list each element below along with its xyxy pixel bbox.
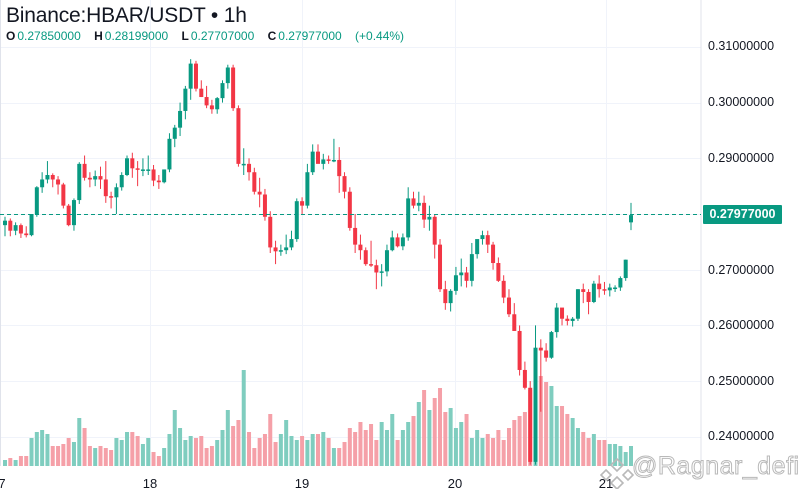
time-label-21: 21 (598, 476, 614, 491)
symbol-title[interactable]: Binance:HBAR/USDT • 1h (6, 4, 247, 27)
time-label-19: 19 (294, 476, 310, 491)
change-percent: (+0.44%) (355, 29, 405, 43)
close-value: 0.27977000 (278, 29, 342, 43)
volume-bars (3, 370, 633, 466)
grid-lines (0, 0, 701, 466)
time-label-20: 20 (447, 476, 463, 491)
price-label-024: 0.24000000 (708, 429, 775, 443)
watermark-logo-icon (600, 457, 634, 489)
open-value: 0.27850000 (17, 29, 81, 43)
high-value: 0.28199000 (104, 29, 169, 43)
symbol-legend: Binance:HBAR/USDT • 1h O 0.27850000 H 0.28… (6, 3, 404, 44)
price-label-029: 0.29000000 (708, 151, 775, 165)
low-label: L (181, 29, 189, 43)
ohlc-values: O 0.27850000 H 0.28199000 L 0.27707000 C 0.2… (6, 28, 404, 44)
close-label: C (267, 29, 277, 43)
candlesticks (3, 59, 633, 465)
price-label-025: 0.25000000 (708, 374, 775, 388)
low-value: 0.27707000 (190, 29, 255, 43)
last-price-tag: 0.27977000 (703, 205, 782, 224)
price-label-026: 0.26000000 (708, 318, 775, 332)
price-label-031: 0.31000000 (708, 39, 775, 53)
time-label-18: 18 (142, 476, 158, 491)
price-label-027: 0.27000000 (708, 263, 775, 277)
high-label: H (94, 29, 103, 43)
watermark-text: @Ragnar_defi (632, 452, 800, 481)
time-label-17: 7 (0, 476, 6, 491)
open-label: O (6, 29, 16, 43)
price-label-030: 0.30000000 (708, 95, 775, 109)
